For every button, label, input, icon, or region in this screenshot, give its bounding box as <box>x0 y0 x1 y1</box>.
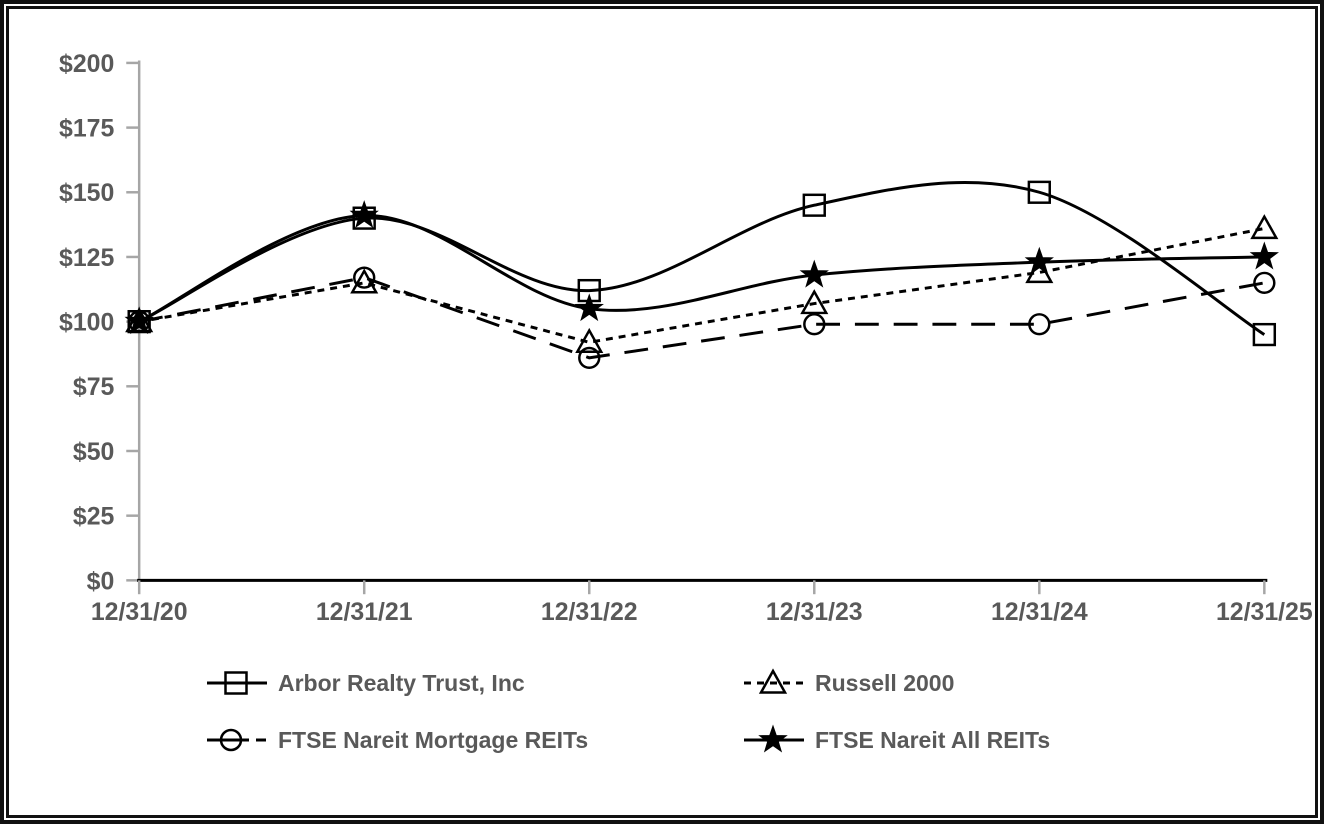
series-line-2 <box>138 276 1265 360</box>
star-marker-icon <box>1024 246 1054 275</box>
legend-item-3: FTSE Nareit All REITs <box>744 723 1050 757</box>
legend-label: Arbor Realty Trust, Inc <box>278 669 525 696</box>
triangle-marker-icon <box>800 289 829 315</box>
triangle-marker-icon <box>758 668 788 694</box>
legend-marker-circle-icon <box>207 728 266 752</box>
square-marker-icon <box>802 193 826 217</box>
star-marker-icon <box>1249 241 1279 270</box>
performance-line-chart: $0 $25 $50 $75 $100 $125 $150 $175 $200 12/31/20 1… <box>59 51 1313 626</box>
y-tick-label: $75 <box>73 374 115 401</box>
y-tick-label: $0 <box>87 568 115 595</box>
y-tick-label: $125 <box>59 245 114 272</box>
circle-marker-icon <box>353 266 376 289</box>
series-line-3 <box>138 214 1265 323</box>
star-marker-icon <box>124 306 154 335</box>
circle-marker-icon <box>219 728 243 752</box>
star-marker-icon <box>758 724 788 753</box>
x-tick-label: 12/31/25 <box>1216 599 1313 626</box>
triangle-marker-icon <box>1250 214 1279 240</box>
legend-item-0: Arbor Realty Trust, Inc <box>207 666 744 700</box>
chart-legend: Arbor Realty Trust, Inc Russell 2000 FTSE … <box>207 666 1050 757</box>
y-tick-label: $200 <box>59 51 114 78</box>
star-marker-icon <box>574 293 604 322</box>
x-tick-label: 12/31/22 <box>541 599 638 626</box>
legend-marker-star-icon <box>744 724 804 753</box>
triangle-marker-icon <box>350 268 379 294</box>
square-marker-icon <box>1252 322 1277 347</box>
legend-marker-triangle-icon <box>744 668 804 694</box>
legend-item-1: Russell 2000 <box>744 666 1050 700</box>
series-line-1 <box>138 227 1265 344</box>
y-tick-label: $25 <box>73 504 115 531</box>
legend-label: Russell 2000 <box>815 669 955 696</box>
y-tick-label: $100 <box>59 310 114 337</box>
legend-label: FTSE Nareit Mortgage REITs <box>278 726 589 753</box>
x-tick-label: 12/31/20 <box>91 599 188 626</box>
square-marker-icon <box>224 671 248 695</box>
triangle-marker-icon <box>575 327 604 353</box>
legend-label: FTSE Nareit All REITs <box>815 726 1051 753</box>
y-tick-label: $50 <box>73 439 114 466</box>
series-line-0 <box>138 180 1266 336</box>
circle-marker-icon <box>1253 271 1276 294</box>
legend-item-2: FTSE Nareit Mortgage REITs <box>207 723 744 757</box>
x-tick-label: 12/31/23 <box>766 599 863 626</box>
y-tick-label: $150 <box>59 180 114 207</box>
circle-marker-icon <box>1028 313 1051 336</box>
x-tick-label: 12/31/21 <box>316 599 413 626</box>
legend-marker-square-icon <box>207 671 267 695</box>
square-marker-icon <box>1027 180 1051 204</box>
circle-marker-icon <box>803 313 826 336</box>
y-tick-label: $175 <box>59 116 114 143</box>
circle-marker-icon <box>578 346 601 369</box>
star-marker-icon <box>799 259 829 288</box>
star-marker-icon <box>349 200 379 229</box>
x-tick-label: 12/31/24 <box>991 599 1088 626</box>
